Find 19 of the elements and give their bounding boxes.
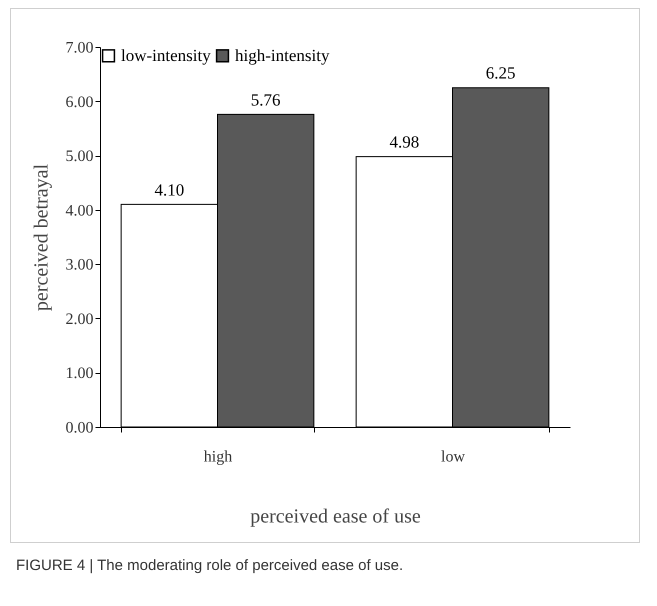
data-label: 6.25: [486, 64, 516, 83]
legend-label: high-intensity: [235, 46, 330, 65]
y-tick-label: 2.00: [66, 310, 94, 328]
y-tick-label: 7.00: [66, 40, 94, 56]
y-axis-title: perceived betrayal: [30, 164, 52, 312]
y-tick-label: 6.00: [66, 94, 94, 111]
y-tick-label: 3.00: [66, 256, 94, 274]
data-label: 4.10: [154, 180, 184, 200]
legend-label: low-intensity: [121, 46, 212, 65]
x-tick-label: high: [204, 448, 232, 466]
y-tick-label: 0.00: [66, 420, 94, 436]
x-axis-title: perceived ease of use: [250, 506, 421, 528]
y-tick-label: 5.00: [66, 148, 94, 166]
caption: FIGURE 4 | The moderating role of perceived ease of use.: [16, 557, 404, 574]
x-tick-label: low: [441, 448, 466, 466]
data-label: 5.76: [250, 90, 281, 110]
y-tick-label: 4.00: [66, 202, 94, 220]
data-label: 4.98: [389, 132, 420, 152]
y-tick-label: 1.00: [66, 365, 94, 382]
